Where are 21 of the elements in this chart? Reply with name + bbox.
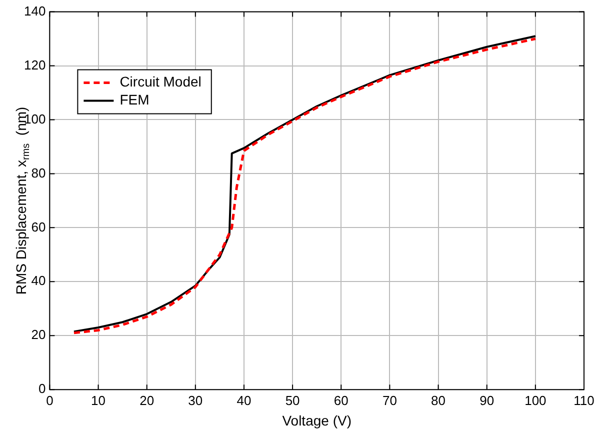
y-tick-label: 80 — [31, 165, 46, 180]
x-axis-title: Voltage (V) — [282, 412, 352, 428]
x-tick-label: 70 — [382, 392, 397, 408]
x-tick-label: 40 — [236, 392, 252, 408]
x-tick-label: 10 — [91, 392, 106, 408]
x-tick-label: 110 — [574, 392, 594, 408]
y-tick-label: 20 — [31, 327, 46, 342]
x-tick-label: 50 — [285, 392, 300, 408]
y-tick-label: 140 — [24, 3, 46, 18]
x-tick-label: 80 — [431, 392, 446, 408]
legend-label: FEM — [120, 92, 150, 108]
x-tick-label: 90 — [480, 392, 494, 408]
y-tick-label: 60 — [31, 219, 46, 234]
x-tick-label: 60 — [334, 392, 348, 408]
x-tick-label: 30 — [188, 392, 203, 408]
x-tick-label: 100 — [524, 392, 546, 408]
legend-label: Circuit Model — [120, 74, 202, 90]
y-tick-label: 0 — [38, 381, 46, 396]
y-tick-label: 120 — [24, 57, 46, 72]
y-tick-label: 40 — [31, 273, 46, 288]
x-tick-label: 20 — [140, 392, 154, 408]
